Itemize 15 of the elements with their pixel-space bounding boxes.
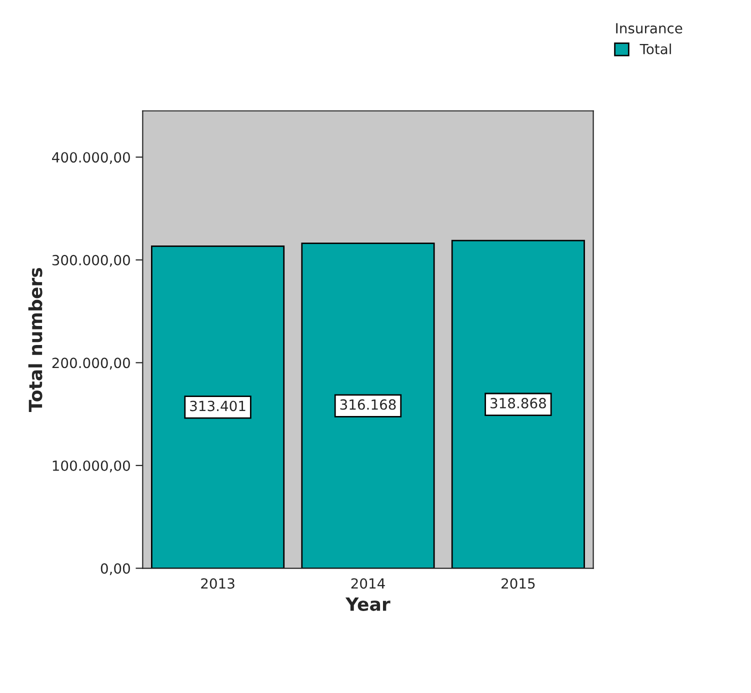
y-tick-label: 300.000,00 [52, 254, 130, 267]
y-tick-label: 0,00 [100, 563, 130, 576]
data-label: 316.168 [340, 399, 396, 410]
y-axis-title: Total numbers [28, 268, 42, 412]
data-label: 313.401 [190, 400, 246, 412]
legend-label: Total [640, 44, 671, 54]
y-tick-label: 400.000,00 [52, 152, 130, 164]
y-tick-label: 100.000,00 [52, 460, 130, 472]
data-label: 318.868 [490, 398, 546, 408]
x-tick-label: 2015 [502, 578, 535, 589]
x-tick-label: 2013 [201, 578, 234, 589]
x-axis-title: Year [345, 598, 390, 611]
x-tick-label: 2014 [351, 578, 385, 589]
y-tick-label: 200.000,00 [52, 358, 130, 370]
legend-title: Insurance [616, 23, 682, 34]
